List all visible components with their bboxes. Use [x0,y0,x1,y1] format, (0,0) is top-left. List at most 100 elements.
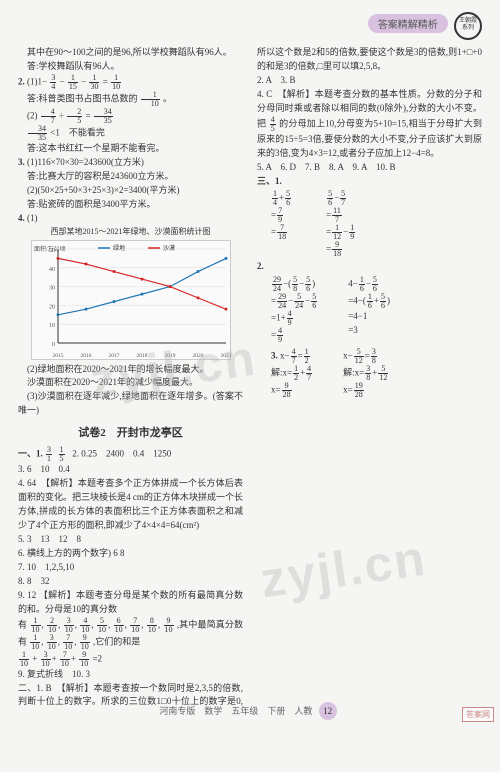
q2: 2. (1)1− 34 − 115 − 130 = 110 [18,74,243,91]
label: (1)1− [27,76,47,86]
label: x= [343,385,353,395]
text-line: 答:科普类图书占图书总数的 110 。 [18,91,243,108]
fraction: 3435 [28,125,47,142]
fraction: 110 [141,91,160,108]
fraction: 31 [46,446,52,463]
fraction: 15 [59,446,65,463]
label: 答:科普类图书占图书总数的 [27,93,138,103]
text-line: 5. 3 13 12 8 [18,533,243,547]
fraction: 115 [68,74,78,91]
text-line: (2)绿地面积在2020～2021年的增长幅度最大。 [18,363,243,377]
chart-svg: 010203040502015201620172018201920202021面… [32,241,232,361]
frac-list: 有 110, 210, 310, 410, 510, 610, 710, 810… [18,617,243,651]
fraction: 110 [111,74,121,91]
fraction: 130 [89,74,99,91]
item-num: 2. [257,261,264,271]
text-line: 6. 横线上方的两个数字) 6 8 [18,547,243,561]
text-line: 9. 12 【解析】本题考查分母是某个数的所有最简真分数的和。分母是10的真分数 [18,589,243,617]
line-chart: 010203040502015201620172018201920202021面… [31,240,231,360]
label: x= [271,385,281,395]
label: 的分母加上10,分母变为5+10=15,相当于分母扩大到原来的15÷5=3倍,要… [257,118,482,157]
footer-text: 河南专版 数学 五年级 下册 人教 [159,706,312,716]
text-line: 8. 8 32 [18,575,243,589]
label: <1 不能看完 [50,127,105,137]
fraction: 3435 [94,108,113,125]
chart-title: 西部某地2015～2021年绿地、沙漠面积统计图 [18,226,243,237]
calc-col: 2924−(58−56) =2924−524−56 =1+49 =49 [271,276,318,344]
header-badge: 答案精解精析 [368,14,448,33]
label: ,它们的和是 [93,636,140,646]
page-header: 答案精解精析 王朝霞 系列 [18,12,482,40]
svg-text:2018: 2018 [136,353,147,359]
svg-text:2019: 2019 [164,353,175,359]
item-num: 3. [18,157,25,167]
logo-text-bot: 系列 [462,25,474,31]
eq: = [103,76,108,86]
svg-text:2016: 2016 [80,353,91,359]
text-line: 其中在90～100之间的是96,所以学校舞蹈队有96人。 [18,46,243,60]
text-line: 答:学校舞蹈队有96人。 [18,60,243,74]
section-title: 试卷2 开封市龙亭区 [18,424,243,440]
svg-text:0: 0 [52,342,55,348]
q2-2: (2) 47 ÷ 25 = 3435 [18,108,243,125]
frac-sum: 110 + 310+ 710+ 910 =2 [18,651,243,668]
svg-text:30: 30 [49,285,55,291]
calc-col: 56−57 =117 =112−19 =918 [326,190,356,258]
calc-col: 4−16−56 =4−(16+56) =4−1 =3 [348,276,390,344]
values: 2. 0.25 2400 0.4 1250 [72,449,171,459]
svg-text:2020: 2020 [192,353,203,359]
svg-text:2017: 2017 [108,353,119,359]
op: + [32,653,37,663]
calc: (1)116×70×30=243600(立方米) [27,157,144,167]
label: (1) [27,213,38,223]
eq: =2 [92,653,102,663]
text-line: 沙漠面积在2020～2021年的减少幅度最大。 [18,376,243,390]
page-number: 12 [319,702,337,720]
eq: = [85,110,90,120]
calc-col: 3. x−47=12 解:x=12+47 x=928 [271,348,313,399]
calc-col: x−512=38 解:x=38+512 x=1928 [343,348,389,399]
svg-text:绿地: 绿地 [113,244,125,252]
sec1-1: 一、1. 31 15 2. 0.25 2400 0.4 1250 [18,446,243,463]
text-line: 4. 64 【解析】本题考查多个正方体拼成一个长方体后表面积的变化。把三块棱长是… [18,477,243,533]
logo-text-top: 王朝霞 [459,18,477,24]
corner-stamp: 答案网 [462,707,494,722]
q3: 3. (1)116×70×30=243600(立方米) [18,156,243,170]
sec3: 三、1. [257,175,482,189]
calc-pair: 14+56 =79 =718 56−57 =117 =112−19 =918 [257,188,482,260]
text-line: 5. A 6. D 7. B 8. A 9. A 10. B [257,161,482,175]
op: ÷ [59,110,64,120]
item-num: 2. [18,76,25,86]
text-line: 答:这本书红红一个星期不能看完。 [18,142,243,156]
q4: 4. (1) [18,212,243,226]
label: (2) [27,110,38,120]
text-line: (3)沙漠面积在逐年减少,绿地面积在逐年增多。(答案不唯一) [18,390,243,418]
fraction: 47 [41,108,56,125]
fraction: 34 [50,74,56,91]
fraction: 25 [67,108,82,125]
page-footer: 河南专版 数学 五年级 下册 人教 12 [0,702,500,720]
text-line: 4. C 【解析】本题考查分数的基本性质。分数的分子和分母同时乘或者除以相同的数… [257,88,482,161]
svg-text:10: 10 [49,323,55,329]
text-line: 9. 复式折线 10. 3 [18,668,243,682]
text-line: (2)(50×25+50×3+25×3)×2=3400(平方米) [18,184,243,198]
calc-col: 14+56 =79 =718 [271,190,292,258]
svg-text:2015: 2015 [52,353,63,359]
label: 有 [18,619,27,629]
svg-text:沙漠: 沙漠 [163,244,175,252]
header-logo: 王朝霞 系列 [454,12,482,40]
label: 解:x= [271,368,292,378]
text-line: 答:比赛大厅的容积是243600立方米。 [18,170,243,184]
text-line: 答:贴瓷砖的面积是3400平方米。 [18,198,243,212]
svg-text:40: 40 [49,266,55,272]
item-num: 4. [18,213,25,223]
text-line: 2. A 3. B [257,74,482,88]
calc-pair: 3. x−47=12 解:x=12+47 x=928 x−512=38 解:x=… [257,346,482,401]
text-line: 3. 6 10 0.4 [18,463,243,477]
sec3-2: 2. [257,260,482,274]
item-num: 三、1. [257,176,282,186]
label: 解:x= [343,368,364,378]
item-num: 一、1. [18,449,43,459]
svg-text:20: 20 [49,304,55,310]
op: − [60,76,65,86]
